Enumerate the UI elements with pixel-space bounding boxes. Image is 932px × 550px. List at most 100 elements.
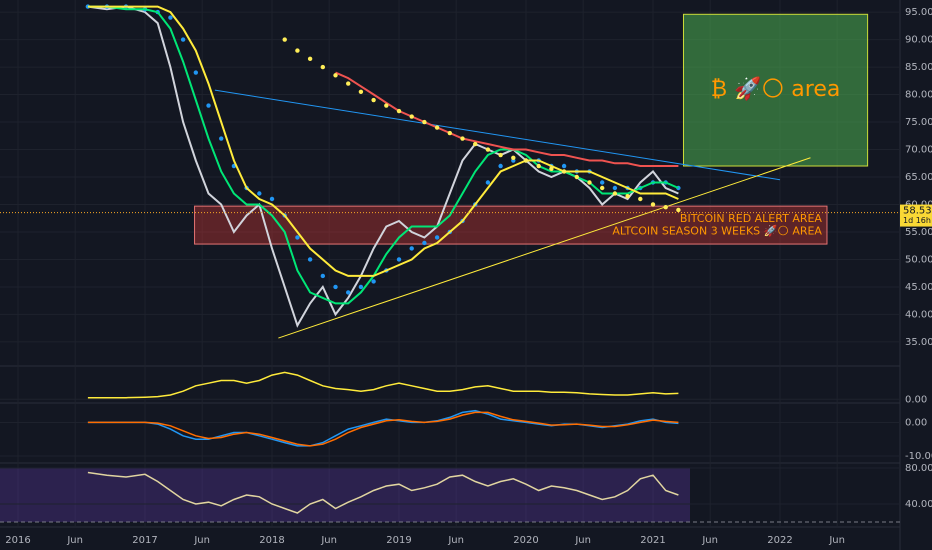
trend-line xyxy=(214,89,781,181)
x-tick-label: 2022 xyxy=(767,535,792,546)
ma-dot xyxy=(295,48,300,53)
y-tick-label: 75.00 xyxy=(905,117,932,128)
ma-dot xyxy=(282,37,287,42)
ma-dot xyxy=(396,108,402,114)
ma-dot xyxy=(574,174,580,180)
ma-dot xyxy=(561,163,567,169)
ma-dot xyxy=(333,284,338,290)
ma-dot xyxy=(409,114,414,119)
series-line xyxy=(87,411,679,447)
ma-dot xyxy=(358,284,364,290)
last-price-label: 58.53 xyxy=(903,206,932,217)
ma-dot xyxy=(346,290,351,295)
x-tick-label: Jun xyxy=(574,535,591,546)
x-tick-label: Jun xyxy=(320,535,337,546)
y-tick-label: 40.00 xyxy=(905,499,932,510)
series-line xyxy=(335,71,679,167)
ma-dot xyxy=(650,202,656,207)
x-tick-label: Jun xyxy=(66,535,83,546)
y-tick-label: 35.00 xyxy=(905,337,932,348)
x-tick-label: 2018 xyxy=(259,535,284,546)
series-line xyxy=(87,5,679,277)
y-tick-label: 85.00 xyxy=(905,62,932,73)
y-tick-label: 80.00 xyxy=(905,463,932,474)
countdown-label: 1d 16h xyxy=(903,216,931,225)
ma-dot xyxy=(612,191,618,196)
ma-dot xyxy=(536,163,541,169)
pane-background xyxy=(0,467,690,522)
annotation-label: BITCOIN RED ALERT AREA xyxy=(680,212,823,225)
ma-dot xyxy=(422,119,427,125)
x-tick-label: 2019 xyxy=(386,535,411,546)
y-tick-label: 90.00 xyxy=(905,35,932,46)
y-tick-label: 80.00 xyxy=(905,90,932,101)
ma-dot xyxy=(358,89,364,94)
y-tick-label: 50.00 xyxy=(905,254,932,265)
y-tick-label: 0.00 xyxy=(905,417,927,428)
ma-dot xyxy=(269,196,275,202)
ma-dot xyxy=(346,81,351,86)
ma-dot xyxy=(422,240,427,246)
annotation-box xyxy=(682,13,869,167)
series-line xyxy=(87,5,679,328)
ma-dot xyxy=(549,166,554,171)
x-tick-label: Jun xyxy=(193,535,210,546)
trend-line xyxy=(278,157,811,339)
ma-dot xyxy=(307,56,313,62)
y-tick-label: 55.00 xyxy=(905,227,932,238)
ma-dot xyxy=(663,205,668,210)
ma-dot xyxy=(485,180,491,185)
ma-dot xyxy=(320,273,326,279)
ma-dot xyxy=(625,194,630,199)
ma-dot xyxy=(676,207,681,213)
ma-dot xyxy=(447,130,453,136)
x-tick-label: Jun xyxy=(701,535,718,546)
ma-dot xyxy=(561,169,567,174)
ma-dot xyxy=(180,37,186,42)
ma-dot xyxy=(371,279,376,284)
ma-dot xyxy=(371,97,376,103)
ma-dot xyxy=(434,125,440,130)
ma-dot xyxy=(612,185,618,191)
ma-dot xyxy=(511,155,516,160)
ma-dot xyxy=(206,103,211,108)
x-tick-label: 2016 xyxy=(5,535,30,546)
annotation-label: ₿ 🚀🌕 area xyxy=(711,76,841,102)
series-line xyxy=(87,471,679,514)
ma-dot xyxy=(257,191,262,196)
ma-dot xyxy=(600,180,605,185)
ma-dot xyxy=(638,196,643,202)
ma-dot xyxy=(485,147,491,152)
ma-dot xyxy=(85,4,91,9)
y-tick-label: 65.00 xyxy=(905,172,932,183)
series-line xyxy=(87,371,679,399)
ma-dot xyxy=(333,73,338,78)
ma-dot xyxy=(498,152,503,158)
ma-dot xyxy=(473,141,478,147)
x-tick-label: 2021 xyxy=(640,535,665,546)
y-tick-label: 45.00 xyxy=(905,282,932,293)
x-tick-label: 2017 xyxy=(132,535,157,546)
ma-dot xyxy=(587,180,592,185)
x-tick-label: Jun xyxy=(447,535,464,546)
ma-dot xyxy=(384,103,389,108)
y-tick-label: 0.00 xyxy=(905,394,927,405)
ma-dot xyxy=(396,257,402,262)
ma-dot xyxy=(434,235,440,240)
ma-dot xyxy=(460,136,465,141)
x-tick-label: 2020 xyxy=(513,535,538,546)
ma-dot xyxy=(193,70,199,75)
ma-dot xyxy=(295,235,300,240)
y-tick-label: 95.00 xyxy=(905,7,932,18)
last-price-tag xyxy=(900,204,932,227)
ma-dot xyxy=(498,163,503,169)
ma-dot xyxy=(320,64,326,70)
ma-dot xyxy=(307,257,313,262)
annotation-label: ALTCOIN SEASON 3 WEEKS 🚀🌕 AREA xyxy=(612,224,822,237)
x-tick-label: Jun xyxy=(828,535,845,546)
ma-dot xyxy=(600,185,605,191)
ma-dot xyxy=(523,158,529,163)
y-tick-label: -10.00 xyxy=(905,451,932,462)
ma-dot xyxy=(219,136,224,141)
